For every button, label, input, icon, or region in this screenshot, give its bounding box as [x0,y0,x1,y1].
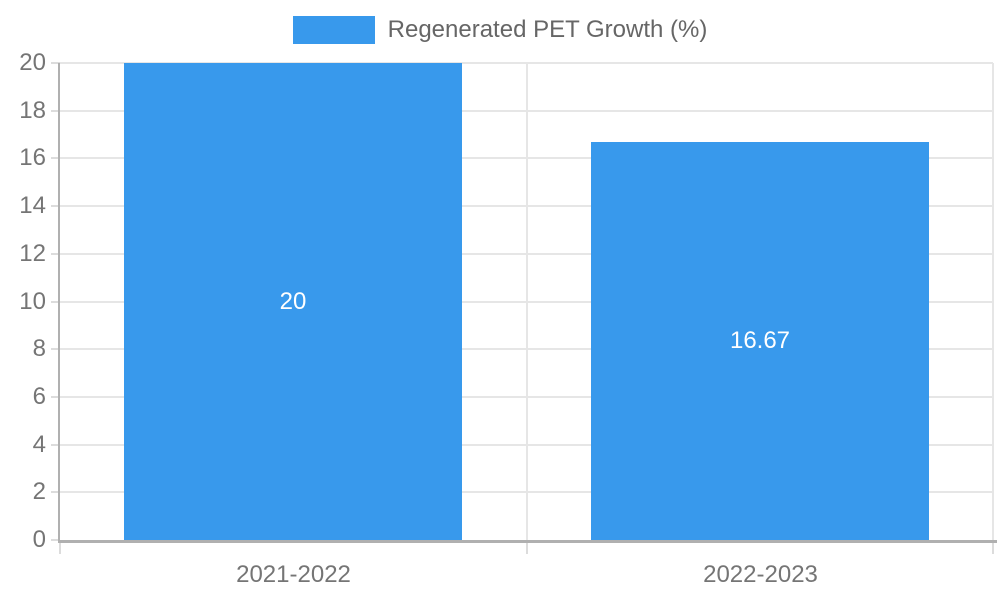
x-tick-mark [526,540,528,554]
y-tick-label: 14 [19,192,46,219]
y-tick-label: 20 [19,49,46,76]
y-tick-label: 18 [19,97,46,124]
y-tick-mark [51,62,60,64]
y-tick-mark [51,491,60,493]
y-tick-label: 0 [32,526,46,553]
legend[interactable]: Regenerated PET Growth (%) [0,16,1000,44]
y-tick-label: 8 [32,335,46,362]
y-tick-label: 2 [32,478,46,505]
y-tick-mark [51,110,60,112]
bar-value-label: 20 [279,287,307,315]
grid-line-x [526,63,528,540]
x-axis-line [58,540,997,543]
y-tick-mark [51,396,60,398]
legend-swatch[interactable] [292,16,375,44]
x-tick-label: 2021-2022 [236,561,351,588]
y-tick-mark [51,253,60,255]
bar-value-label: 16.67 [729,327,791,354]
y-tick-label: 6 [32,383,46,410]
y-tick-mark [51,348,60,350]
y-tick-label: 12 [19,240,46,267]
y-tick-label: 10 [19,288,46,315]
y-tick-mark [51,205,60,207]
y-tick-mark [51,301,60,303]
bar[interactable]: 16.67 [591,142,929,540]
x-tick-mark [59,540,61,554]
y-tick-label: 4 [32,431,46,458]
y-tick-mark [51,444,60,446]
y-axis-line [58,63,60,541]
legend-label: Regenerated PET Growth (%) [387,16,708,43]
bar[interactable]: 20 [124,63,462,540]
x-tick-label: 2022-2023 [703,561,818,588]
y-tick-mark [51,539,60,541]
grid-line-x [992,63,994,540]
x-tick-mark [992,540,994,554]
y-tick-label: 16 [19,144,46,171]
y-tick-mark [51,157,60,159]
